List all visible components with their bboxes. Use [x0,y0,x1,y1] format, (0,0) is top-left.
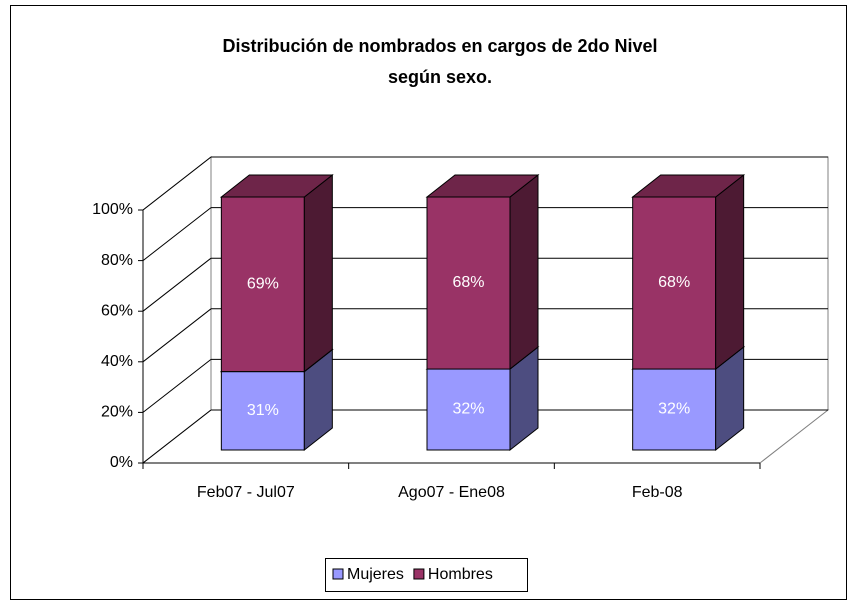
bar-front [220,371,305,451]
bar-front [426,368,511,451]
chart-title: según sexo. [388,67,492,87]
bar-front [632,368,717,451]
value-label: 68% [452,274,484,291]
chart-title: Distribución de nombrados en cargos de 2… [222,36,657,56]
grid-line [142,308,212,363]
y-tick-label: 80% [101,252,133,269]
legend-label: Hombres [428,566,493,583]
value-label: 32% [452,401,484,418]
bar-top [219,174,334,198]
value-label: 69% [247,276,279,293]
grid-line [142,207,212,261]
legend-label: Mujeres [347,566,404,583]
y-tick-label: 0% [110,454,133,471]
legend-box [325,558,528,592]
y-tick-label: 20% [101,404,133,421]
bar-side [509,173,539,371]
bar-top [631,174,746,198]
value-label: 68% [658,274,690,291]
x-tick-label: Feb07 - Jul07 [197,484,295,501]
x-tick-label: Ago07 - Ene08 [398,484,505,501]
legend-swatch [413,568,425,580]
grid-line [142,156,212,211]
bar-front [632,196,717,370]
bar-top [425,174,540,198]
bar-side [303,173,333,373]
grid-line [142,409,212,464]
legend-swatch [332,568,344,580]
grid-line [142,257,212,312]
value-label: 31% [247,402,279,419]
y-tick-label: 40% [101,353,133,370]
bar-front [220,196,305,373]
value-label: 32% [658,401,690,418]
y-tick-label: 60% [101,302,133,319]
bar-side [715,173,745,371]
grid-line [142,359,212,413]
side-wall [142,155,212,465]
x-tick-label: Feb-08 [632,484,683,501]
y-tick-label: 100% [92,201,133,218]
